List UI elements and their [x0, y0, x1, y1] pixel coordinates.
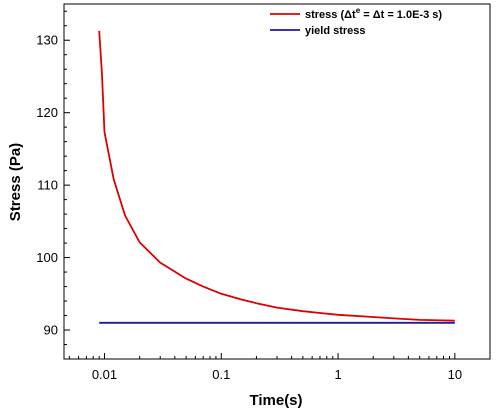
x-axis-title: Time(s) — [249, 392, 302, 409]
y-tick-label: 130 — [36, 33, 58, 48]
y-axis-title: Stress (Pa) — [7, 143, 24, 221]
plot-frame — [63, 3, 491, 360]
y-tick-label: 100 — [36, 250, 58, 265]
series-line-stress — [98, 30, 455, 322]
legend: stress (Δte = Δt = 1.0E-3 s) yield stres… — [270, 6, 442, 37]
legend-label-stress: stress (Δte = Δt = 1.0E-3 s) — [305, 6, 442, 21]
x-tick-label: 0.01 — [92, 367, 117, 382]
series-layer — [98, 30, 455, 324]
x-tick-label: 1 — [334, 367, 341, 382]
y-tick-label: 120 — [36, 105, 58, 120]
x-tick-label: 0.1 — [212, 367, 230, 382]
y-tick-label: 110 — [37, 178, 58, 193]
y-tick-label: 90 — [44, 323, 58, 338]
x-tick-label: 10 — [448, 367, 462, 382]
legend-label-yield: yield stress — [305, 25, 366, 37]
